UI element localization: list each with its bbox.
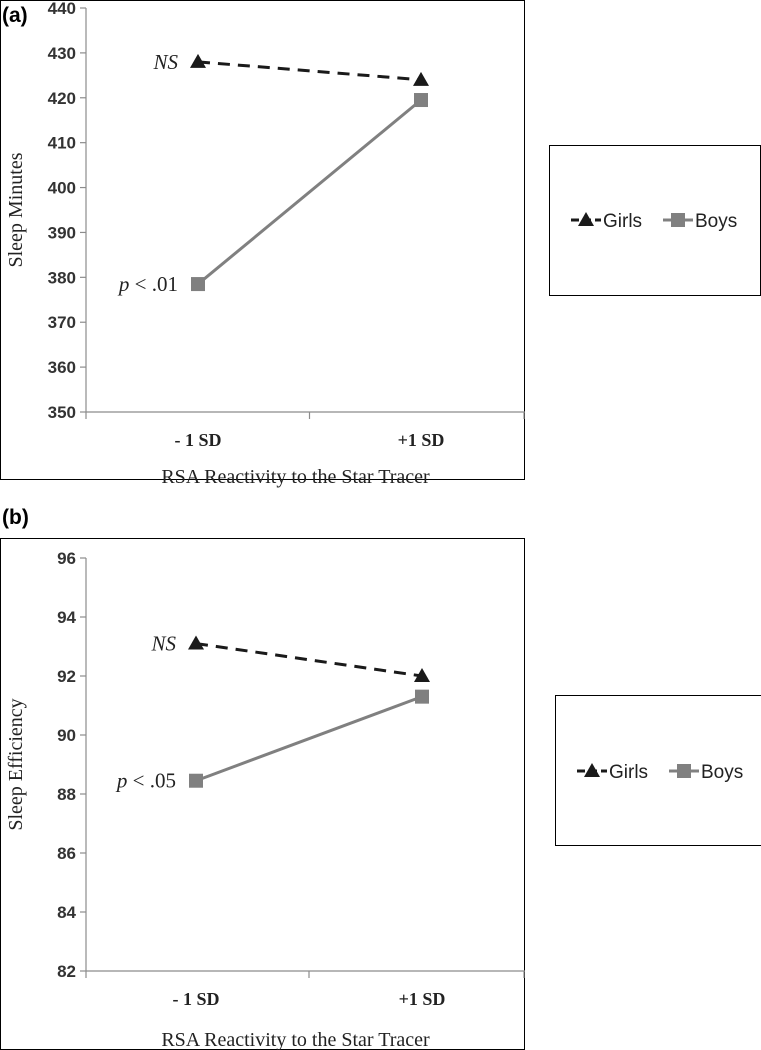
chart-panel-a: (a) 350 360 370 380 390 400 410 420 430 440 - 1 SD +… [0, 0, 761, 488]
y-tick-label: 94 [57, 608, 76, 627]
legend: Girls Boys [549, 145, 761, 296]
series-line-girls [197, 60, 422, 82]
legend-marker-girls [584, 763, 600, 777]
y-tick-label: 90 [57, 726, 76, 745]
y-tick-label: 88 [57, 785, 76, 804]
legend-item-boys: Boys [669, 762, 743, 783]
y-tick-label: 400 [48, 179, 76, 198]
y-tick-label: 410 [48, 134, 76, 153]
legend-marker-girls [578, 212, 594, 226]
y-tick-label: 430 [48, 44, 76, 63]
y-tick-label: 360 [48, 358, 76, 377]
x-tick-label: +1 SD [398, 430, 445, 450]
data-point-girls [190, 53, 206, 68]
series-line-boys [197, 98, 422, 286]
y-tick-label: 370 [48, 313, 76, 332]
data-point-girls [188, 635, 204, 650]
significance-annotation: NS [152, 50, 178, 74]
annotation-italic: NS [150, 632, 176, 656]
series-girls [190, 53, 429, 86]
y-axis-title: Sleep Efficiency [5, 698, 27, 830]
y-tick-label: 440 [48, 0, 76, 18]
x-axis-title: RSA Reactivity to the Star Tracer [161, 1029, 430, 1050]
series-line-boys [195, 695, 423, 783]
y-tick-label: 92 [57, 667, 76, 686]
series-boys [189, 689, 429, 788]
y-tick-label: 350 [48, 403, 76, 422]
legend-box [555, 695, 761, 846]
significance-annotation: p < .01 [117, 272, 178, 296]
legend-item-boys: Boys [663, 211, 737, 232]
panel-label: (a) [2, 4, 28, 27]
legend-marker-boys [671, 213, 685, 227]
x-axis-title: RSA Reactivity to the Star Tracer [161, 466, 430, 488]
y-tick-label: 96 [57, 549, 76, 568]
annotation-rest: < .05 [127, 769, 176, 793]
data-point-boys [189, 773, 203, 788]
legend-marker-boys [677, 764, 691, 778]
x-tick-label: - 1 SD [172, 989, 219, 1009]
series-girls [188, 635, 430, 682]
legend-item-girls: Girls [577, 762, 648, 783]
significance-annotation: NS [150, 632, 176, 656]
panel-label: (b) [2, 506, 29, 529]
annotation-italic: p [115, 769, 128, 793]
y-axis-title: Sleep Minutes [5, 152, 27, 267]
legend-label: Boys [695, 211, 737, 232]
data-point-boys [414, 93, 428, 108]
data-point-boys [415, 689, 429, 704]
y-tick-label: 82 [57, 962, 76, 981]
chart-panel-b: (b) 82 84 86 88 90 92 94 96 - 1 SD +1 SD RSA Reacti… [0, 506, 761, 1050]
annotation-rest: < .01 [129, 272, 178, 296]
legend: Girls Boys [555, 695, 761, 846]
annotation-italic: p [117, 272, 130, 296]
data-point-boys [191, 277, 205, 292]
data-point-girls [413, 71, 429, 86]
x-tick-label: - 1 SD [174, 430, 221, 450]
legend-label: Boys [701, 762, 743, 783]
y-tick-label: 84 [57, 903, 76, 922]
series-boys [191, 93, 428, 292]
series-line-girls [195, 642, 423, 678]
y-tick-label: 86 [57, 844, 76, 863]
y-tick-label: 420 [48, 89, 76, 108]
x-tick-label: +1 SD [399, 989, 446, 1009]
y-tick-label: 380 [48, 268, 76, 287]
y-tick-label: 390 [48, 223, 76, 242]
data-point-girls [414, 668, 430, 682]
annotation-italic: NS [152, 50, 178, 74]
chart-frame [0, 0, 525, 480]
legend-label: Girls [603, 211, 642, 232]
significance-annotation: p < .05 [115, 769, 176, 793]
legend-label: Girls [609, 762, 648, 783]
chart-frame [0, 538, 525, 1050]
legend-item-girls: Girls [571, 211, 642, 232]
